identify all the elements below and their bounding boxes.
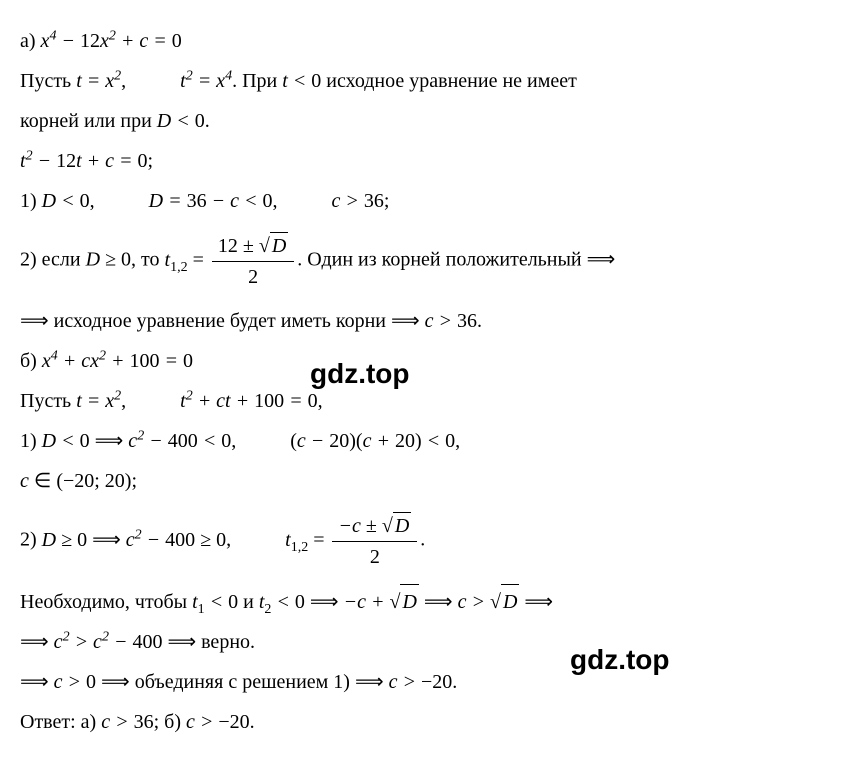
line-interval: c ∈ (−20; 20);	[20, 464, 837, 498]
eq-sign: =	[188, 249, 209, 271]
text-let: Пусть	[20, 70, 76, 92]
t-lt-0: t < 0	[282, 70, 321, 92]
line-quadratic-t: t2 − 12t + c = 0;	[20, 144, 837, 178]
label-b: б)	[20, 350, 42, 372]
label-2-if: 2) если	[20, 249, 86, 271]
den-2-b: 2	[332, 542, 417, 570]
line-implies-roots: ⟹ исходное уравнение будет иметь корни ⟹…	[20, 304, 837, 338]
quad-t: t2 − 12t + c = 0;	[20, 150, 153, 172]
line-let-t-b: Пусть t = x2, t2 + ct + 100 = 0,	[20, 384, 837, 418]
text-pri: . При	[232, 70, 282, 92]
fraction-t12: 12 ± D 2	[212, 232, 294, 290]
label-1: 1)	[20, 190, 42, 212]
text-necessary: Необходимо, чтобы	[20, 591, 192, 613]
line-necessary: Необходимо, чтобы t1 < 0 и t2 < 0 ⟹ −c +…	[20, 584, 837, 619]
line-case-2b: 2) D ≥ 0 ⟹ c2 − 400 ≥ 0, t1,2 = −c ± D 2…	[20, 512, 837, 570]
answer-label: Ответ: а)	[20, 711, 101, 733]
sqrt-d-b: D	[393, 512, 411, 539]
label-a: а)	[20, 30, 41, 52]
den-2: 2	[212, 262, 294, 290]
d-ge-0: D ≥ 0	[86, 249, 131, 271]
label-1b: 1)	[20, 430, 42, 452]
line-c2-gt: ⟹ c2 > c2 − 400 ⟹ верно.	[20, 625, 837, 659]
line-answer: Ответ: а) c > 36; б) c > −20.	[20, 705, 837, 739]
label-2b: 2)	[20, 529, 42, 551]
d-ge-0-b: D ≥ 0 ⟹ c2 − 400 ≥ 0	[42, 529, 226, 551]
text-tail: исходное уравнение не имеет	[321, 70, 577, 92]
t2-eq-x4: t2 = x4	[180, 70, 232, 92]
text-let-b: Пусть	[20, 390, 76, 412]
d-lt-0-case: D < 0	[42, 190, 90, 212]
sqrt-d-c: D	[400, 584, 418, 619]
c-gt-36: c > 36;	[331, 190, 389, 212]
line-case-1a: 1) D < 0, D = 36 − c < 0, c > 36;	[20, 184, 837, 218]
text-roots: корней или при	[20, 110, 157, 132]
line-case-1b: 1) D < 0 ⟹ c2 − 400 < 0, (c − 20)(c + 20…	[20, 424, 837, 458]
eq-a: x4 − 12x2 + c = 0	[41, 30, 182, 52]
text-one-root: . Один из корней положительный ⟹	[297, 249, 615, 271]
d-lt-0: D < 0	[157, 110, 205, 132]
line-a-equation: а) x4 − 12x2 + c = 0	[20, 24, 837, 58]
t-eq-x2-b: t = x2	[76, 390, 121, 412]
line-union: ⟹ c > 0 ⟹ объединяя с решением 1) ⟹ c > …	[20, 665, 837, 699]
eq-b: x4 + cx2 + 100 = 0	[42, 350, 193, 372]
sqrt-d: D	[270, 232, 288, 259]
t-eq-x2: t = x2	[76, 70, 121, 92]
sqrt-d-d: D	[501, 584, 519, 619]
quad-ct: t2 + ct + 100 = 0	[180, 390, 318, 412]
c-gt-36-b: c > 36	[425, 310, 477, 332]
c-interval: c ∈ (−20; 20);	[20, 470, 137, 492]
sub-12-b: 1,2	[291, 540, 309, 555]
text-to: , то	[131, 249, 164, 271]
line-let-t: Пусть t = x2, t2 = x4. При t < 0 исходно…	[20, 64, 837, 98]
line-b-equation: б) x4 + cx2 + 100 = 0	[20, 344, 837, 378]
sub-12: 1,2	[170, 260, 188, 275]
line-case-2a: 2) если D ≥ 0, то t1,2 = 12 ± D 2 . Один…	[20, 232, 837, 290]
factored: (c − 20)(c + 20) < 0	[290, 430, 455, 452]
line-roots-or: корней или при D < 0.	[20, 104, 837, 138]
fraction-t12-b: −c ± D 2	[332, 512, 417, 570]
d-c2-400: D < 0 ⟹ c2 − 400 < 0	[42, 430, 232, 452]
eq-sign-b: =	[308, 529, 329, 551]
d-eq-36: D = 36 − c < 0	[149, 190, 273, 212]
